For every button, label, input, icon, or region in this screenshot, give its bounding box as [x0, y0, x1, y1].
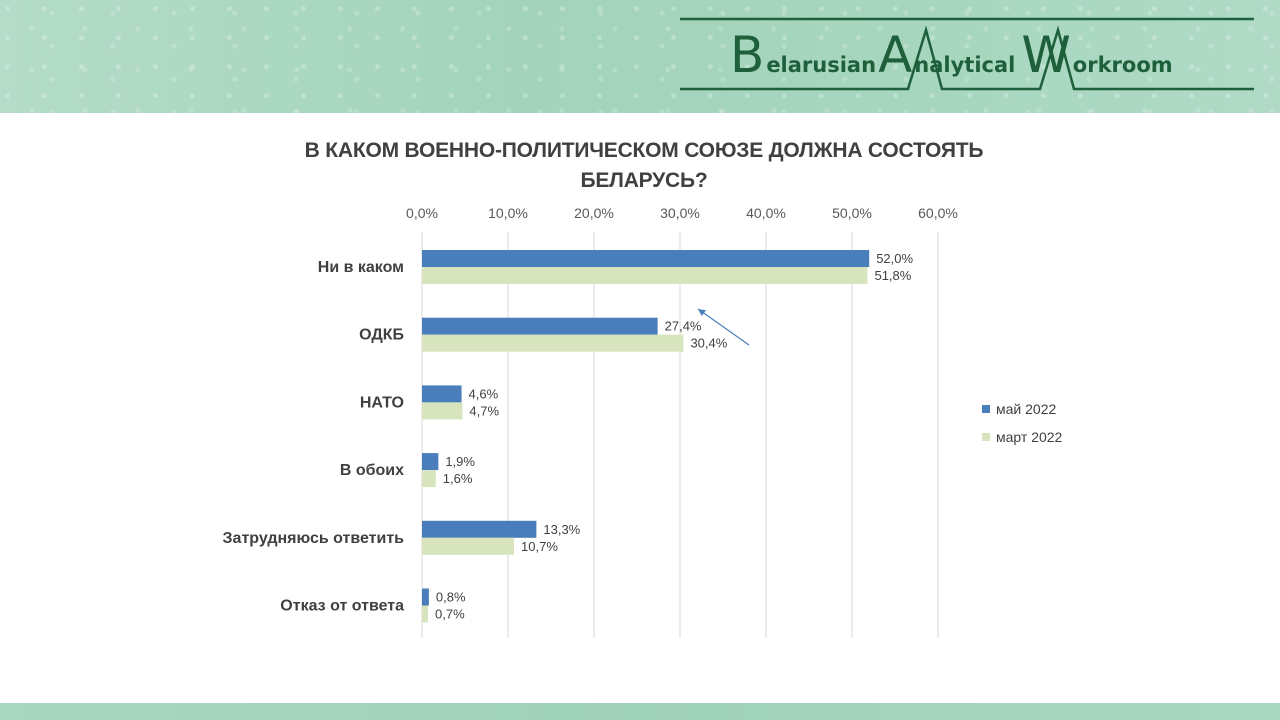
bar [422, 588, 429, 606]
category-label: НАТО [360, 394, 404, 411]
footer-band [0, 703, 1280, 720]
category-label: Отказ от ответа [280, 598, 404, 615]
logo-letter-a: A [878, 26, 912, 84]
bar [422, 520, 537, 538]
chart-title-line-1: В КАКОМ ВОЕННО-ПОЛИТИЧЕСКОМ СОЮЗЕ ДОЛЖНА… [304, 139, 984, 162]
bar [422, 317, 658, 335]
logo-letter-w: W [1021, 26, 1070, 84]
category-label: Затрудняюсь ответить [223, 530, 405, 547]
data-label: 13,3% [543, 522, 580, 537]
x-tick-label: 40,0% [746, 205, 786, 221]
data-label: 1,9% [445, 454, 475, 469]
category-label: В обоих [340, 462, 404, 479]
legend-item-march: март 2022 [982, 429, 1062, 445]
legend-swatch-march [982, 433, 990, 441]
bar [422, 402, 463, 420]
legend-label-may: май 2022 [996, 401, 1057, 417]
bar [422, 250, 870, 267]
data-label: 27,4% [665, 319, 702, 334]
data-label: 0,7% [435, 607, 465, 622]
legend-item-may: май 2022 [982, 401, 1056, 417]
x-tick-label: 10,0% [488, 205, 528, 221]
bar [422, 453, 439, 471]
category-label: ОДКБ [359, 327, 404, 344]
logo-word-elarusian: elarusian [766, 53, 876, 77]
category-label: Ни в каком [318, 259, 404, 276]
bar [422, 334, 684, 352]
x-tick-label: 50,0% [832, 205, 872, 221]
x-tick-label: 60,0% [918, 205, 958, 221]
legend-swatch-may [982, 405, 990, 413]
data-label: 52,0% [876, 251, 913, 266]
data-label: 1,6% [443, 471, 473, 486]
data-label: 30,4% [690, 336, 727, 351]
data-label: 51,8% [874, 268, 911, 283]
data-label: 4,6% [469, 386, 499, 401]
data-label: 0,8% [436, 590, 466, 605]
x-tick-label: 30,0% [660, 205, 700, 221]
x-tick-label: 0,0% [406, 205, 438, 221]
bar [422, 605, 429, 623]
brand-logo: BelarusianAnalytical Workroom [680, 17, 1254, 91]
bar [422, 385, 462, 403]
annotation-arrow [697, 308, 750, 346]
logo-baseline-line [680, 25, 1254, 91]
data-label: 4,7% [469, 403, 499, 418]
chart-title-line-2: БЕЛАРУСЬ? [580, 169, 708, 192]
logo-letter-b: B [730, 26, 764, 84]
chart-title: В КАКОМ ВОЕННО-ПОЛИТИЧЕСКОМ СОЮЗЕ ДОЛЖНА… [244, 136, 1044, 196]
logo-word-nalytical: nalytical [914, 53, 1015, 77]
x-tick-label: 20,0% [574, 205, 614, 221]
bar [422, 267, 868, 284]
data-label: 10,7% [521, 539, 558, 554]
logo-word-orkroom: orkroom [1073, 53, 1173, 77]
bar [422, 470, 436, 488]
legend-label-march: март 2022 [996, 429, 1063, 445]
bar [422, 537, 515, 555]
